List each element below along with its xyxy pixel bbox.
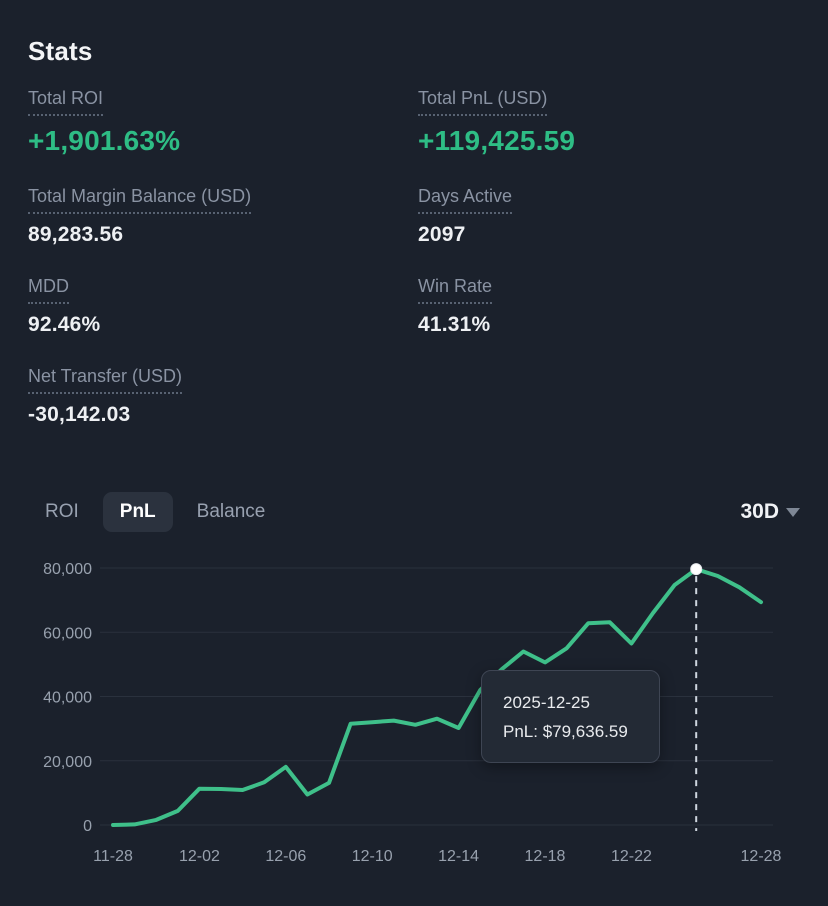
svg-text:80,000: 80,000 — [43, 561, 92, 578]
svg-text:12-14: 12-14 — [438, 848, 479, 865]
stat-days-active: Days Active 2097 — [418, 186, 800, 247]
stat-label-total-roi: Total ROI — [28, 88, 104, 116]
stat-label-total-pnl: Total PnL (USD) — [418, 88, 548, 116]
svg-text:20,000: 20,000 — [43, 754, 92, 771]
tab-balance[interactable]: Balance — [196, 501, 266, 522]
range-label: 30D — [740, 500, 779, 523]
range-selector[interactable]: 30D — [740, 500, 800, 524]
tooltip-date: 2025-12-25 — [503, 693, 590, 712]
stat-total-roi: Total ROI +1,901.63% — [28, 88, 410, 157]
stat-label-win-rate: Win Rate — [418, 276, 493, 304]
chart-tooltip: 2025-12-25 PnL: $79,636.59 — [481, 670, 660, 763]
stat-net-transfer: Net Transfer (USD) -30,142.03 — [28, 366, 410, 427]
chart-tabs-row: ROI PnL Balance 30D — [28, 490, 800, 534]
stat-mdd: MDD 92.46% — [28, 276, 410, 337]
stat-value-days-active: 2097 — [418, 223, 466, 246]
svg-text:0: 0 — [83, 818, 92, 835]
stat-label-mdd: MDD — [28, 276, 69, 304]
svg-text:12-06: 12-06 — [265, 848, 306, 865]
svg-text:12-18: 12-18 — [525, 848, 566, 865]
tab-pnl[interactable]: PnL — [102, 492, 173, 532]
stat-value-win-rate: 41.31% — [418, 313, 491, 336]
stat-win-rate: Win Rate 41.31% — [418, 276, 800, 337]
stat-total-pnl: Total PnL (USD) +119,425.59 — [418, 88, 800, 157]
svg-text:11-28: 11-28 — [93, 848, 133, 865]
svg-text:12-10: 12-10 — [352, 848, 393, 865]
stat-value-margin-balance: 89,283.56 — [28, 223, 124, 246]
svg-text:12-28: 12-28 — [741, 848, 782, 865]
svg-text:12-02: 12-02 — [179, 848, 220, 865]
tab-roi[interactable]: ROI — [45, 501, 79, 522]
svg-text:60,000: 60,000 — [43, 625, 92, 642]
stat-margin-balance: Total Margin Balance (USD) 89,283.56 — [28, 186, 410, 247]
stat-label-net-transfer: Net Transfer (USD) — [28, 366, 183, 394]
svg-text:12-22: 12-22 — [611, 848, 652, 865]
page-title: Stats — [28, 36, 93, 66]
svg-text:40,000: 40,000 — [43, 690, 92, 707]
chevron-down-icon — [786, 507, 800, 517]
stat-value-total-roi: +1,901.63% — [28, 125, 181, 156]
pnl-chart[interactable]: 0 20,000 40,000 60,000 80,000 11-28 12-02 12-06… — [0, 545, 828, 890]
stat-label-days-active: Days Active — [418, 186, 513, 214]
stat-value-net-transfer: -30,142.03 — [28, 403, 131, 426]
stat-value-mdd: 92.46% — [28, 313, 101, 336]
pnl-chart-svg: 0 20,000 40,000 60,000 80,000 11-28 12-02 12-06… — [43, 561, 782, 865]
stat-value-total-pnl: +119,425.59 — [418, 125, 576, 156]
tooltip-pnl: PnL: $79,636.59 — [503, 722, 628, 741]
stat-label-margin-balance: Total Margin Balance (USD) — [28, 186, 252, 214]
stats-grid: Total ROI +1,901.63% Total PnL (USD) +11… — [28, 88, 800, 456]
